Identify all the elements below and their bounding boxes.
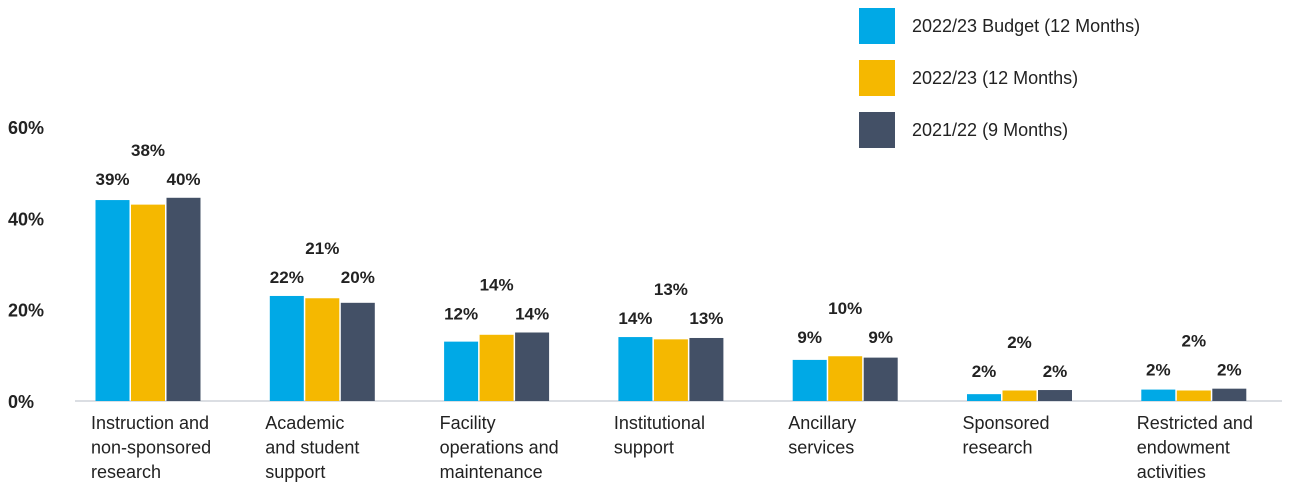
- data-labels: 39%38%40%22%21%20%12%14%14% 14%13%13%9%10…: [95, 141, 1241, 381]
- bar: [618, 337, 653, 401]
- bar: [515, 332, 550, 401]
- data-label: 12%: [444, 305, 478, 324]
- data-label: 39%: [95, 170, 129, 189]
- bars: [95, 197, 1247, 401]
- legend-swatch: [859, 8, 895, 44]
- bar: [1002, 390, 1037, 401]
- data-label: 14%: [618, 309, 652, 328]
- data-label: 2%: [1182, 332, 1207, 351]
- data-label: 14%: [515, 305, 549, 324]
- y-tick-label: 20%: [8, 301, 44, 321]
- data-label: 13%: [654, 280, 688, 299]
- bar: [1212, 388, 1247, 401]
- bar: [689, 337, 724, 401]
- data-label: 2%: [1043, 362, 1068, 381]
- legend: 2022/23 Budget (12 Months) 2022/23 (12 Mo…: [859, 8, 1140, 148]
- legend-label: 2022/23 Budget (12 Months): [912, 16, 1140, 36]
- category-label: Institutional support: [614, 413, 705, 458]
- category-label: Ancillary services: [788, 413, 856, 458]
- x-axis-labels: Instruction and non-sponsored research Acad…: [91, 413, 1253, 482]
- data-label: 20%: [341, 268, 375, 287]
- bar: [967, 394, 1001, 401]
- y-tick-label: 60%: [8, 118, 44, 138]
- data-label: 21%: [305, 239, 339, 258]
- bar: [863, 357, 898, 401]
- data-label: 2%: [1146, 361, 1171, 380]
- y-tick-label: 0%: [8, 392, 34, 412]
- data-label: 2%: [1217, 361, 1242, 380]
- bar: [479, 334, 514, 401]
- legend-swatch: [859, 112, 895, 148]
- bar: [1176, 390, 1211, 401]
- data-label: 2%: [1007, 333, 1032, 352]
- legend-swatch: [859, 60, 895, 96]
- bar: [305, 298, 340, 401]
- data-label: 22%: [270, 268, 304, 287]
- category-label: Facility operations and maintenance: [440, 413, 559, 482]
- bar: [1141, 389, 1176, 401]
- y-tick-label: 40%: [8, 209, 44, 229]
- category-label: Sponsored research: [963, 413, 1050, 458]
- data-label: 38%: [131, 141, 165, 160]
- category-label: Instruction and non-sponsored research: [91, 413, 211, 482]
- bar: [653, 339, 688, 401]
- legend-label: 2021/22 (9 Months): [912, 120, 1068, 140]
- bar: [269, 295, 304, 401]
- bar: [828, 356, 863, 401]
- bar: [792, 359, 827, 401]
- data-label: 10%: [828, 299, 862, 318]
- bar: [340, 302, 375, 401]
- data-label: 9%: [868, 328, 893, 347]
- data-label: 2%: [972, 362, 997, 381]
- category-label: Academic and student support: [265, 413, 359, 482]
- data-label: 14%: [480, 276, 514, 295]
- legend-label: 2022/23 (12 Months): [912, 68, 1078, 88]
- category-label: Restricted and endowment activities: [1137, 413, 1253, 482]
- bar: [95, 200, 130, 401]
- bar: [444, 341, 479, 401]
- y-axis: 0% 20% 40% 60%: [8, 118, 44, 412]
- bar: [1038, 390, 1072, 401]
- data-label: 40%: [166, 170, 200, 189]
- data-label: 9%: [797, 328, 822, 347]
- bar: [166, 197, 201, 401]
- bar: [131, 204, 165, 401]
- data-label: 13%: [689, 309, 723, 328]
